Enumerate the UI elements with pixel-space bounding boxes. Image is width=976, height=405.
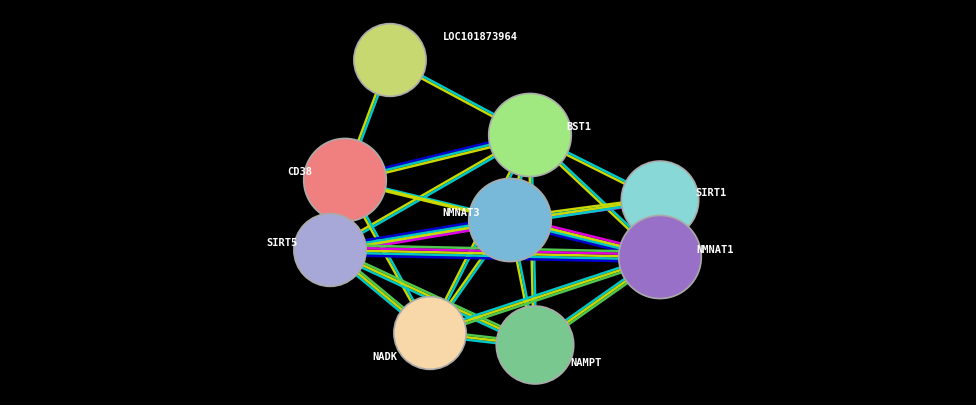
Ellipse shape [496,306,574,384]
Ellipse shape [622,161,699,239]
Text: NMNAT3: NMNAT3 [442,208,480,218]
Text: LOC101873964: LOC101873964 [443,32,518,42]
Text: CD38: CD38 [287,167,312,177]
Ellipse shape [354,23,427,96]
Text: SIRT1: SIRT1 [695,188,726,198]
Ellipse shape [304,139,386,222]
Ellipse shape [294,213,366,286]
Text: NAMPT: NAMPT [570,358,601,368]
Text: NADK: NADK [372,352,397,362]
Ellipse shape [619,215,702,298]
Text: SIRT5: SIRT5 [266,238,298,248]
Text: NMNAT1: NMNAT1 [696,245,734,255]
Text: BST1: BST1 [566,122,591,132]
Ellipse shape [468,179,551,262]
Ellipse shape [394,296,467,369]
Ellipse shape [489,94,571,177]
